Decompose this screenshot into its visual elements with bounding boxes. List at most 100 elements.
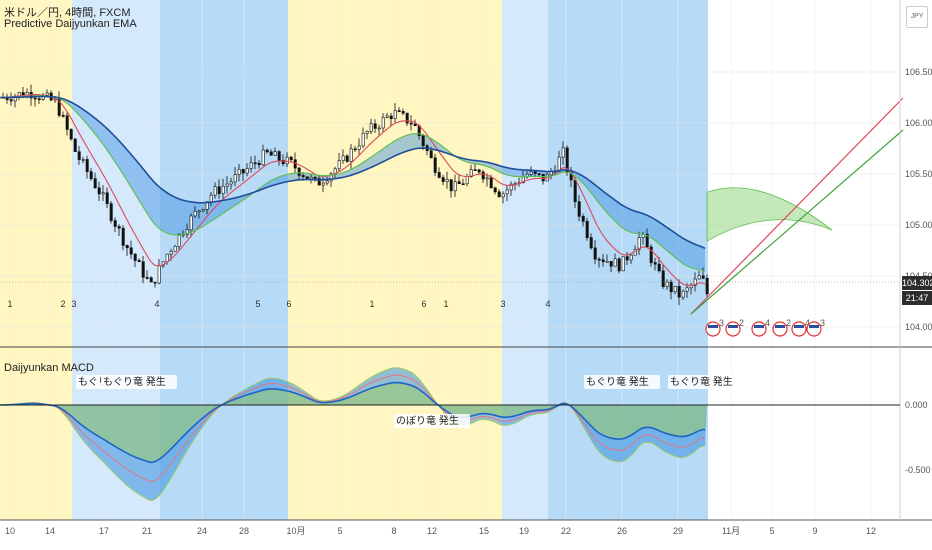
candle-body	[249, 162, 253, 169]
macd-axis: 0.000 -0.500	[905, 400, 931, 475]
candle-body	[205, 201, 209, 210]
price-tick-label: 106.500	[905, 67, 932, 77]
event-count: 4	[765, 318, 770, 328]
event-icon: 4	[751, 318, 770, 337]
candle-body	[649, 246, 653, 263]
candle-body	[61, 115, 65, 117]
candle-body	[261, 149, 265, 166]
event-icon: 4	[791, 318, 810, 337]
candle-body	[185, 229, 189, 235]
candle-body	[581, 215, 585, 222]
time-tick-label: 24	[197, 526, 207, 536]
candle-body	[221, 185, 225, 194]
candle-body	[125, 245, 129, 249]
price-tick-label: 105.500	[905, 169, 932, 179]
candle-body	[133, 253, 137, 261]
projection-lines	[690, 97, 904, 315]
session-marker: 6	[421, 299, 426, 309]
candle-body	[489, 177, 493, 189]
callout-text: もぐり竜 発生	[103, 375, 166, 388]
candle-body	[401, 111, 405, 114]
candle-body	[149, 277, 153, 283]
candle-body	[177, 233, 181, 247]
session-marker: 6	[286, 299, 291, 309]
candle-body	[457, 181, 461, 185]
candle-body	[625, 256, 629, 261]
candle-body	[657, 263, 661, 272]
candle-body	[397, 110, 401, 113]
candle-body	[325, 180, 329, 184]
indicator-bottom-label[interactable]: Daijyunkan MACD	[4, 362, 94, 374]
price-tick-label: 104.000	[905, 322, 932, 332]
macd-red-line	[0, 374, 706, 482]
macd-line	[0, 367, 706, 502]
candle-body	[341, 155, 345, 161]
candle-body	[597, 258, 601, 261]
ema-mid-line	[0, 95, 706, 273]
session-band	[372, 0, 432, 520]
candle-body	[157, 265, 161, 284]
time-tick-label: 12	[866, 526, 876, 536]
session-marker: 1	[7, 299, 12, 309]
flag-icon	[751, 321, 767, 337]
candle-body	[481, 171, 485, 180]
candle-body	[229, 181, 233, 185]
event-icon: 2	[772, 318, 791, 337]
candle-body	[585, 221, 589, 238]
callout-text: もぐり竜 発生	[670, 375, 733, 388]
candle-body	[653, 262, 657, 265]
indicator-top-label[interactable]: Predictive Daijyunkan EMA	[4, 18, 137, 30]
session-band	[288, 0, 372, 520]
macd-tick-label: 0.000	[905, 400, 928, 410]
currency-button[interactable]: JPY	[906, 6, 928, 28]
candle-body	[269, 151, 273, 156]
candle-body	[357, 145, 361, 150]
candle-body	[277, 151, 281, 161]
candle-body	[213, 186, 217, 196]
macd-tick-label: -0.500	[905, 465, 931, 475]
candle-body	[165, 253, 169, 263]
candle-body	[497, 191, 501, 198]
candle-body	[701, 275, 705, 279]
candle-body	[501, 193, 505, 198]
candle-body	[289, 156, 293, 161]
callout-box	[584, 375, 660, 389]
candle-body	[593, 247, 597, 260]
candle-body	[297, 167, 301, 176]
session-marker: 1	[443, 299, 448, 309]
candle-body	[681, 290, 685, 298]
candle-body	[441, 177, 445, 182]
candle-body	[529, 171, 533, 175]
candlesticks	[1, 84, 709, 306]
candle-body	[601, 259, 605, 262]
candle-body	[453, 181, 457, 192]
candle-body	[145, 277, 149, 279]
time-tick-label: 21	[142, 526, 152, 536]
chart-title: 米ドル／円, 4時間, FXCM	[4, 7, 131, 19]
session-marker: 3	[500, 299, 505, 309]
callout-text: のぼり竜 発生	[396, 414, 459, 427]
candle-body	[69, 129, 73, 140]
candle-body	[365, 131, 369, 134]
price-tick-label: 106.000	[905, 118, 932, 128]
candle-body	[573, 179, 577, 203]
time-tick-label: 28	[239, 526, 249, 536]
candle-body	[285, 156, 289, 165]
candle-body	[505, 189, 509, 195]
time-axis: 10 14 17 21 24 28 10月 5 8 12 15 19 22 26 29 11月 5 9 12	[5, 526, 876, 536]
candle-body	[621, 256, 625, 272]
candle-body	[265, 149, 269, 153]
session-marker: 1	[369, 299, 374, 309]
candle-body	[189, 215, 193, 231]
candle-body	[389, 115, 393, 119]
candle-body	[705, 278, 709, 295]
macd-area	[0, 367, 707, 501]
candle-body	[141, 261, 145, 278]
event-icon: 2	[725, 318, 744, 337]
candle-body	[509, 183, 513, 191]
candle-body	[673, 286, 677, 293]
candle-body	[485, 177, 489, 180]
candle-body	[461, 183, 465, 186]
candle-body	[101, 192, 105, 195]
